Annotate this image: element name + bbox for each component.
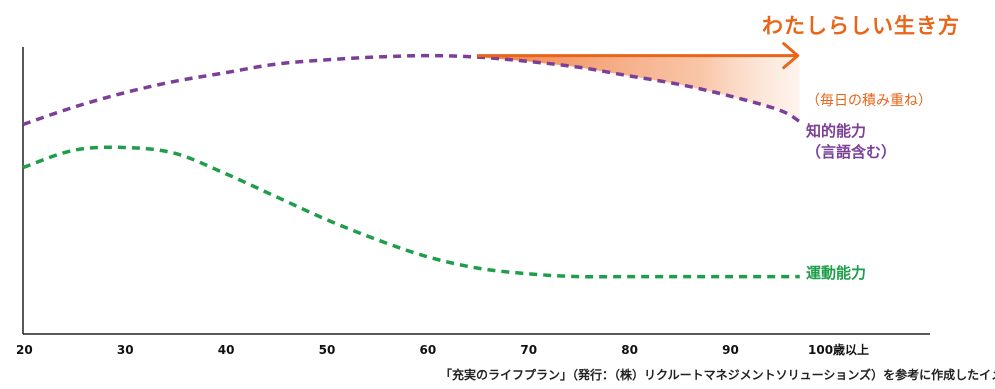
- motor-ability-label: 運動能力: [806, 264, 867, 282]
- x-tick-label: 80: [621, 343, 638, 357]
- x-tick-labels: 20 30 40 50 60 70 80 90 100歳以上: [16, 342, 869, 357]
- x-tick-label: 20: [16, 343, 33, 357]
- x-tick-label: 70: [520, 343, 537, 357]
- intellectual-ability-line: [22, 53, 801, 127]
- my-way-of-life-label: わたしらしい生き方: [762, 14, 960, 38]
- x-tick-label: 90: [722, 343, 739, 357]
- daily-accumulation-label: （毎日の積み重ね）: [806, 93, 932, 109]
- intellectual-ability-label: 知的能力: [806, 122, 867, 140]
- intellectual-ability-sublabel: （言語含む）: [806, 143, 897, 161]
- x-tick-label: 30: [117, 343, 134, 357]
- my-way-of-life-arrow-head: [782, 42, 800, 70]
- x-tick-label: 50: [319, 343, 336, 357]
- x-tick-label: 40: [218, 343, 235, 357]
- x-tick-label: 60: [420, 343, 437, 357]
- x-tick-label: 100歳以上: [808, 342, 869, 357]
- motor-ability-line: [22, 145, 800, 279]
- daily-accumulation-gradient-area: [476, 55, 800, 122]
- source-note: 「充実のライフプラン」（発行：（株）リクルートマネジメントソリューションズ）を参…: [440, 368, 995, 382]
